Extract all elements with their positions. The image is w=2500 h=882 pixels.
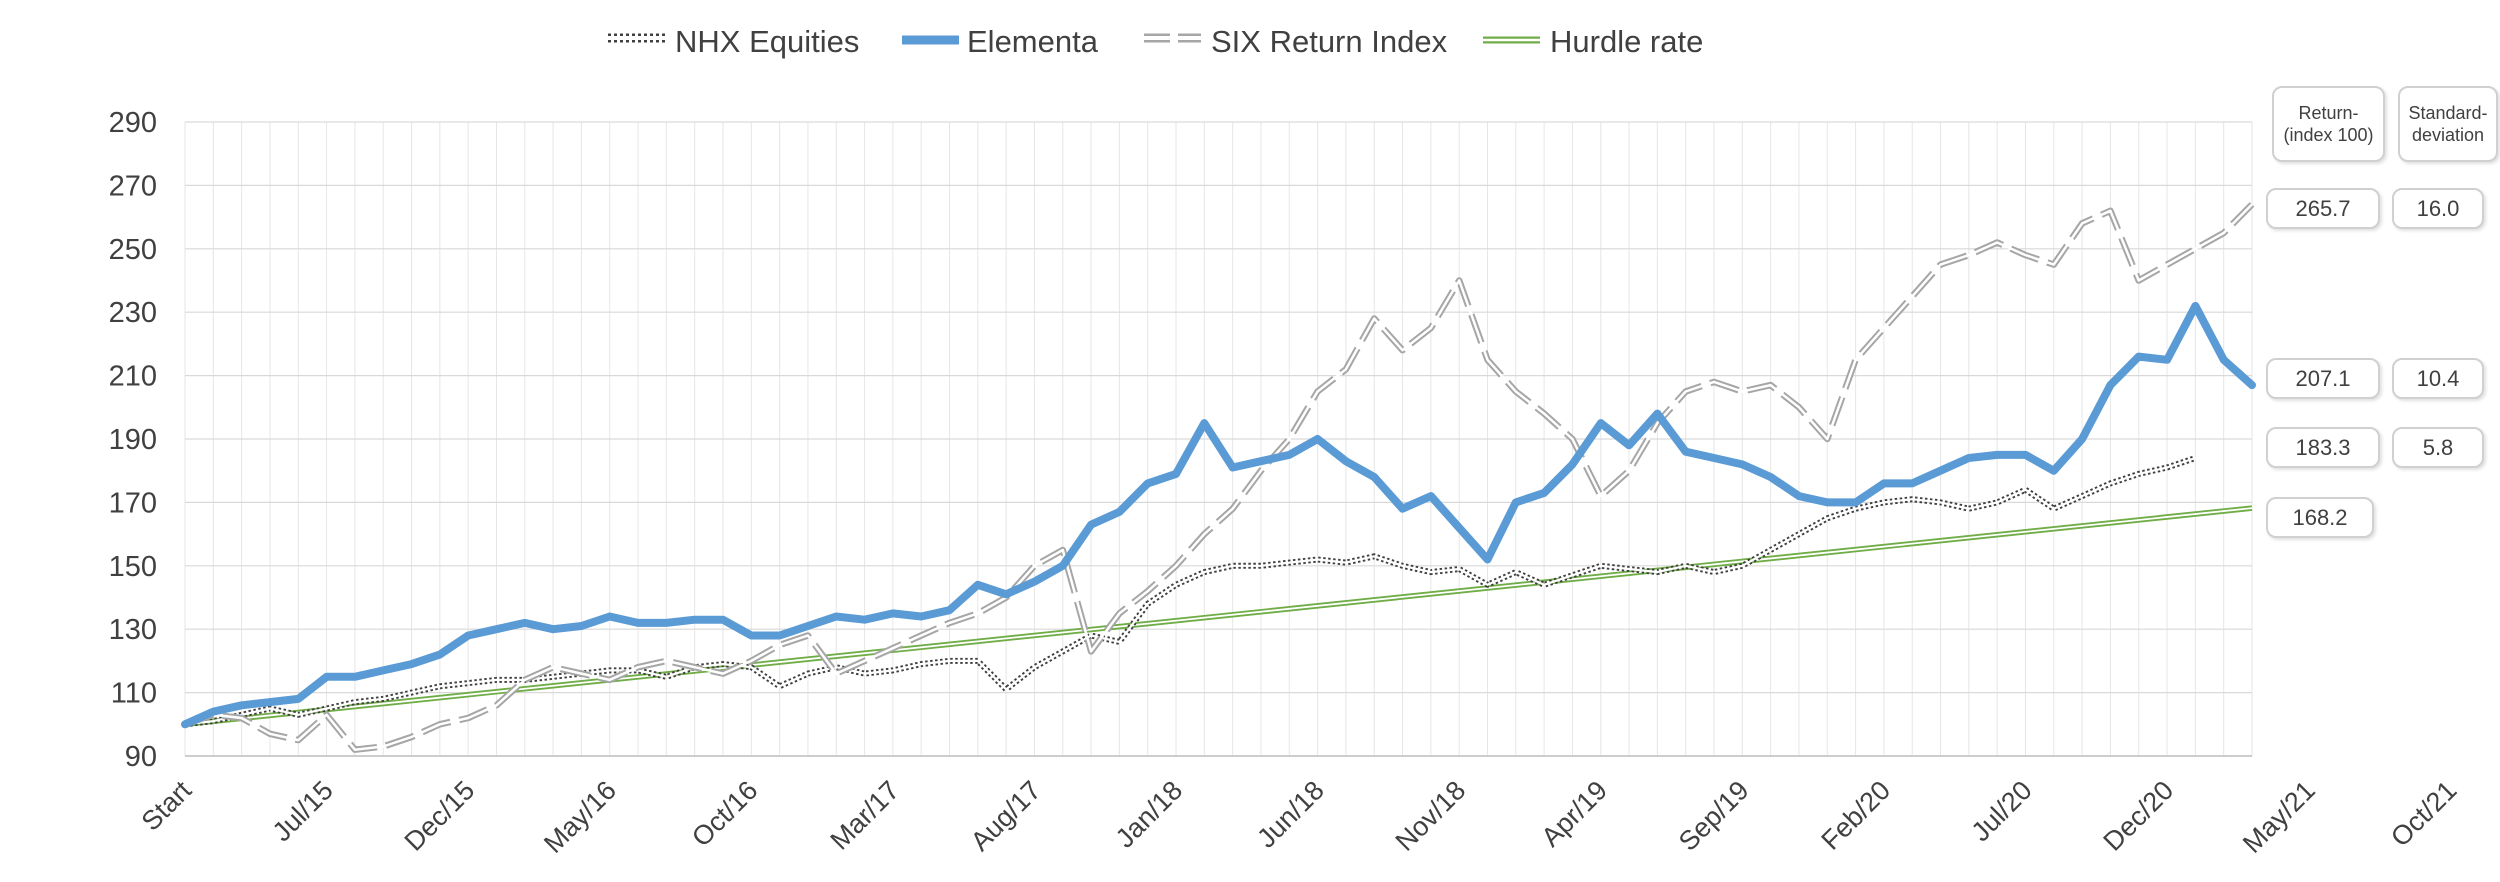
x-tick-label: Mar/17 (824, 775, 905, 856)
x-tick-label: Dec/15 (399, 775, 481, 857)
x-tick-label: Nov/18 (1390, 775, 1472, 857)
series-elementa (181, 301, 2256, 729)
x-tick-label: Jul/20 (1966, 775, 2038, 847)
legend-label-six: SIX Return Index (1211, 24, 1448, 59)
y-tick-label: 90 (125, 741, 157, 773)
x-tick-label: Start (136, 775, 198, 837)
y-tick-label: 130 (109, 614, 157, 646)
legend-entry-elementa: Elementa (902, 24, 1099, 59)
x-axis-ticks: Start Jul/15 Dec/15 May/16 Oct/16 Mar/17 Aug/1… (136, 775, 2463, 859)
y-tick-label: 210 (109, 361, 157, 393)
series-line-inner (184, 507, 2253, 726)
elementa-std-value: 10.4 (2392, 358, 2484, 399)
legend-entry-six: SIX Return Index (1144, 24, 1448, 59)
series-line-outer (183, 202, 2255, 753)
x-tick-label: Dec/20 (2098, 775, 2180, 857)
y-tick-label: 290 (109, 107, 157, 139)
x-tick-label: Jul/15 (267, 775, 339, 847)
elementa-return-value: 207.1 (2266, 358, 2380, 399)
y-tick-label: 110 (111, 678, 157, 710)
x-tick-label: Jun/18 (1251, 775, 1330, 854)
series-line-inner (184, 456, 2196, 726)
y-tick-label: 170 (109, 487, 157, 519)
nhx-std-value: 5.8 (2392, 427, 2484, 468)
x-tick-label: Aug/17 (965, 775, 1047, 857)
y-tick-label: 230 (109, 297, 157, 329)
six-std-value: 16.0 (2392, 188, 2484, 229)
x-tick-label: Oct/16 (686, 775, 763, 852)
std-header-line2: deviation (2411, 125, 2485, 145)
hurdle-return-value: 168.2 (2266, 497, 2374, 538)
legend-label-nhx: NHX Equities (675, 24, 859, 59)
y-axis-ticks: 90 110 130 150 170 190 210 230 250 270 290 (109, 107, 157, 773)
series-hurdle-rate (184, 505, 2253, 728)
y-tick-label: 190 (109, 424, 157, 456)
nhx-return-value: 183.3 (2266, 427, 2380, 468)
x-tick-label: Feb/20 (1815, 775, 1896, 856)
series-six-return-index (183, 202, 2255, 753)
std-header-line1: Standard- (2408, 102, 2488, 123)
gridlines (184, 121, 2253, 757)
y-tick-label: 150 (109, 551, 157, 583)
legend-entry-hurdle: Hurdle rate (1483, 24, 1703, 59)
x-tick-label: May/16 (538, 775, 622, 859)
legend: NHX Equities Elementa SIX Return Index H… (608, 24, 1703, 59)
x-tick-label: Oct/21 (2385, 775, 2462, 852)
x-tick-label: Apr/19 (1536, 775, 1613, 852)
x-tick-label: May/21 (2237, 775, 2321, 859)
std-column-header: Standard- deviation (2398, 86, 2498, 162)
return-column-header: Return- (index 100) (2272, 86, 2385, 162)
x-tick-label: Sep/19 (1673, 775, 1755, 857)
series-line (181, 301, 2256, 729)
legend-label-hurdle: Hurdle rate (1550, 24, 1703, 59)
y-tick-label: 270 (109, 170, 157, 202)
series-nhx-equities (184, 455, 2197, 728)
six-return-value: 265.7 (2266, 188, 2380, 229)
x-tick-label: Jan/18 (1110, 775, 1189, 854)
return-header-line1: Return- (2298, 102, 2359, 123)
series-line-inner (184, 203, 2253, 751)
series-line-outer (184, 455, 2197, 728)
legend-entry-nhx: NHX Equities (608, 24, 859, 59)
y-tick-label: 250 (109, 234, 157, 266)
return-header-line2: (index 100) (2283, 125, 2374, 145)
legend-label-elementa: Elementa (967, 24, 1099, 59)
series-lines (181, 202, 2256, 753)
